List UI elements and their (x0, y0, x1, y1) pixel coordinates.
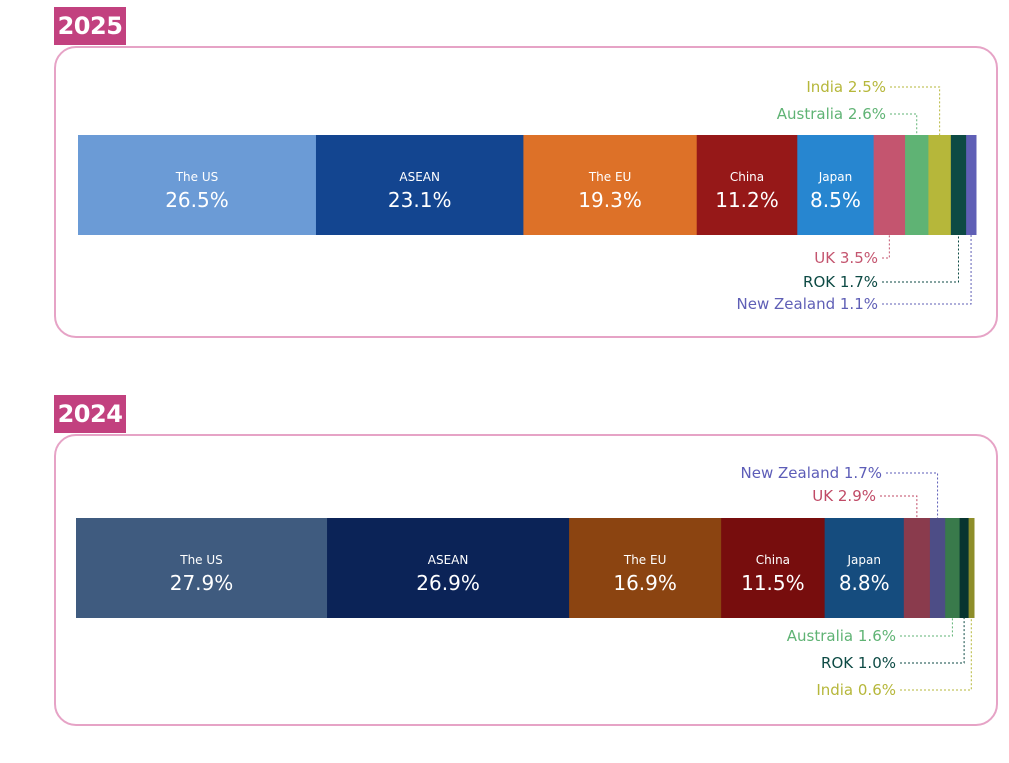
bar-segment-the-us (76, 518, 328, 618)
segment-value-japan: 8.8% (839, 571, 890, 595)
segment-value-the-eu: 16.9% (613, 571, 677, 595)
segment-label-japan: Japan (846, 553, 880, 567)
bar-segment-new-zealand (929, 518, 946, 618)
bar-segment-the-eu (523, 135, 698, 235)
year-tab: 2025 (54, 7, 126, 45)
segment-label-the-eu: The EU (588, 170, 632, 184)
bar-segment-china (721, 518, 826, 618)
callout-leader-rok (882, 235, 959, 283)
bar-segment-new-zealand (966, 135, 977, 235)
year-tab: 2024 (54, 395, 126, 433)
callout-label-india: India 2.5% (806, 78, 886, 96)
callout-leader-uk (882, 235, 890, 259)
callout-label-rok: ROK 1.0% (821, 654, 896, 672)
callout-leader-india (890, 86, 941, 135)
callout-label-new-zealand: New Zealand 1.7% (741, 464, 882, 482)
callout-leader-new-zealand (882, 235, 972, 305)
callout-leader-australia (890, 113, 918, 135)
chart-panel-2024: 2024 The US 27.9% ASEAN 26.9% The EU 16.9% Chi… (0, 388, 1009, 763)
bar-segment-australia (945, 518, 961, 618)
callout-label-australia: Australia 1.6% (787, 627, 896, 645)
segment-label-the-eu: The EU (623, 553, 667, 567)
callout-leader-australia (900, 618, 953, 637)
segment-label-the-us: The US (175, 170, 219, 184)
segment-value-japan: 8.5% (810, 188, 861, 212)
callout-leader-uk (880, 495, 918, 518)
segment-value-the-us: 27.9% (170, 571, 234, 595)
callout-label-new-zealand: New Zealand 1.1% (737, 295, 878, 313)
segment-label-japan: Japan (818, 170, 852, 184)
segment-value-asean: 26.9% (416, 571, 480, 595)
segment-value-the-us: 26.5% (165, 188, 229, 212)
segment-label-china: China (756, 553, 790, 567)
chart-panel-2025: 2025 The US 26.5% ASEAN 23.1% The EU 19.3% Chi… (0, 0, 1009, 375)
bar-segment-asean (315, 135, 524, 235)
callout-leader-rok (900, 618, 965, 664)
bar-segment-uk (903, 518, 931, 618)
callout-leader-new-zealand (886, 472, 939, 518)
callout-label-india: India 0.6% (816, 681, 896, 699)
callout-leader-india (900, 618, 972, 691)
bar-segment-asean (327, 518, 570, 618)
bar-segment-china (696, 135, 798, 235)
segment-label-the-us: The US (179, 553, 223, 567)
bar-segment-the-us (78, 135, 317, 235)
bar-segment-india (928, 135, 952, 235)
bar-segment-australia (905, 135, 929, 235)
callout-label-rok: ROK 1.7% (803, 273, 878, 291)
segment-value-china: 11.2% (715, 188, 779, 212)
callout-label-uk: UK 2.9% (812, 487, 876, 505)
segment-label-asean: ASEAN (428, 553, 469, 567)
segment-value-china: 11.5% (741, 571, 805, 595)
callout-label-uk: UK 3.5% (814, 249, 878, 267)
stacked-bar-chart: The US 26.5% ASEAN 23.1% The EU 19.3% China 11.… (78, 78, 977, 313)
bar-segment-india (968, 518, 975, 618)
segment-value-the-eu: 19.3% (578, 188, 642, 212)
bar-segment-the-eu (569, 518, 722, 618)
callout-label-australia: Australia 2.6% (777, 105, 886, 123)
bar-segment-uk (873, 135, 906, 235)
segment-label-china: China (730, 170, 764, 184)
stacked-bar-chart: The US 27.9% ASEAN 26.9% The EU 16.9% China 11.… (76, 464, 975, 699)
bar-segment-rok (959, 518, 970, 618)
bar-segment-rok (950, 135, 967, 235)
segment-value-asean: 23.1% (388, 188, 452, 212)
segment-label-asean: ASEAN (399, 170, 440, 184)
bar-segment-japan (824, 518, 905, 618)
bar-segment-japan (797, 135, 875, 235)
